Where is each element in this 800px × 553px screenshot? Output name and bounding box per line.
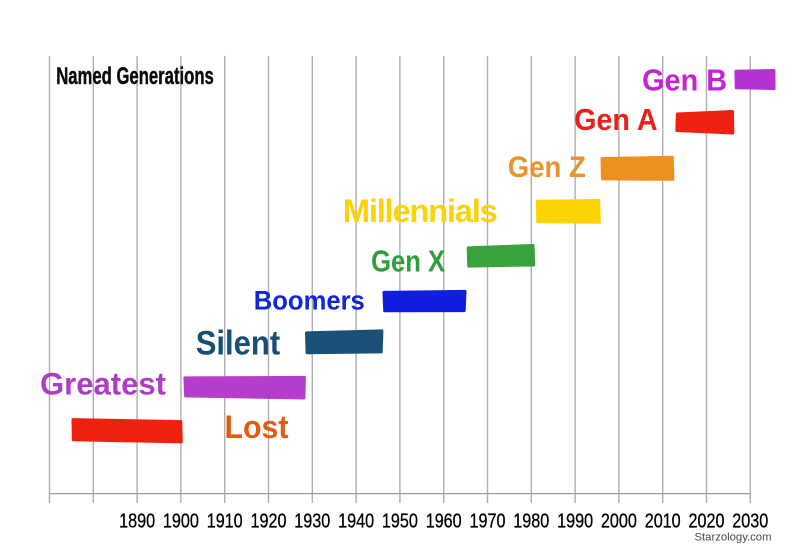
svg-text:Gen B: Gen B (642, 63, 727, 98)
svg-text:Gen Z: Gen Z (508, 151, 586, 184)
svg-text:1960: 1960 (426, 510, 462, 532)
svg-text:Gen X: Gen X (371, 244, 445, 279)
svg-text:1980: 1980 (513, 510, 549, 532)
svg-text:Boomers: Boomers (254, 285, 365, 315)
svg-text:1940: 1940 (338, 510, 374, 532)
svg-text:2010: 2010 (645, 510, 681, 532)
svg-text:1910: 1910 (207, 510, 243, 532)
svg-text:1890: 1890 (119, 510, 155, 532)
svg-text:1930: 1930 (294, 510, 330, 532)
svg-text:Greatest: Greatest (40, 366, 166, 402)
svg-text:2020: 2020 (689, 510, 725, 532)
svg-text:2030: 2030 (732, 510, 768, 532)
svg-text:1920: 1920 (251, 510, 287, 532)
svg-text:1970: 1970 (470, 510, 506, 532)
svg-text:Gen A: Gen A (574, 102, 658, 137)
svg-text:Lost: Lost (225, 409, 289, 445)
svg-text:Millennials: Millennials (343, 192, 498, 229)
svg-text:1990: 1990 (557, 510, 593, 532)
svg-text:1900: 1900 (163, 510, 199, 532)
svg-text:Silent: Silent (196, 325, 281, 363)
svg-text:Starzology.com: Starzology.com (694, 532, 771, 544)
svg-text:2000: 2000 (601, 510, 637, 532)
svg-text:Named Generations: Named Generations (56, 63, 214, 90)
svg-text:1950: 1950 (382, 510, 418, 532)
